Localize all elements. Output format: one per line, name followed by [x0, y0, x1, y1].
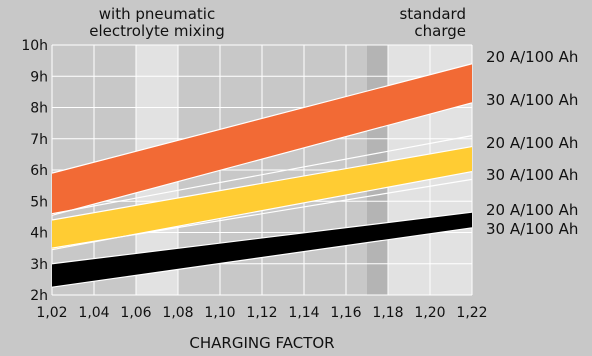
x-axis-label: CHARGING FACTOR [189, 334, 334, 352]
y-tick-label: 6h [30, 163, 48, 179]
band-yellow [52, 146, 472, 250]
x-tick-label: 1,10 [204, 305, 235, 321]
x-tick-label: 1,08 [162, 305, 193, 321]
y-tick-label: 9h [30, 69, 48, 85]
y-tick-label: 5h [30, 194, 48, 210]
x-tick-label: 1,22 [456, 305, 487, 321]
series-label-black-upper: 20 A/100 Ah [486, 201, 578, 219]
x-tick-label: 1,12 [246, 305, 277, 321]
series-label-orange-upper: 20 A/100 Ah [486, 48, 578, 66]
y-tick-label: 7h [30, 132, 48, 148]
x-tick-label: 1,20 [414, 305, 445, 321]
band-upper-edge-yellow [51, 145, 473, 221]
series-label-yellow-lower: 30 A/100 Ah [486, 166, 578, 184]
series-label-yellow-upper: 20 A/100 Ah [486, 134, 578, 152]
x-tick-label: 1,14 [288, 305, 319, 321]
x-tick-label: 1,16 [330, 305, 361, 321]
band-orange [52, 63, 472, 216]
y-tick-label: 3h [30, 257, 48, 273]
band-black [52, 212, 472, 288]
region-label-standard: charge [414, 22, 466, 40]
y-tick-label: 2h [30, 288, 48, 304]
region-label-pneumatic: electrolyte mixing [89, 22, 225, 40]
x-tick-label: 1,06 [120, 305, 151, 321]
region-label-pneumatic: with pneumatic [99, 5, 215, 23]
band-upper-edge-black [51, 211, 473, 265]
y-tick-label: 4h [30, 226, 48, 242]
band-upper-edge-orange [51, 63, 473, 174]
x-tick-label: 1,04 [78, 305, 109, 321]
band-lower-edge-orange [51, 102, 473, 216]
x-tick-label: 1,18 [372, 305, 403, 321]
reference-line-0 [51, 135, 473, 215]
y-tick-label: 10h [21, 38, 48, 54]
band-lower-edge-black [51, 227, 473, 288]
x-tick-label: 1,02 [36, 305, 67, 321]
y-tick-label: 8h [30, 101, 48, 117]
reference-line-1 [51, 178, 473, 249]
region-label-standard: standard [399, 5, 466, 23]
series-label-orange-lower: 30 A/100 Ah [486, 91, 578, 109]
series-label-black-lower: 30 A/100 Ah [486, 220, 578, 238]
